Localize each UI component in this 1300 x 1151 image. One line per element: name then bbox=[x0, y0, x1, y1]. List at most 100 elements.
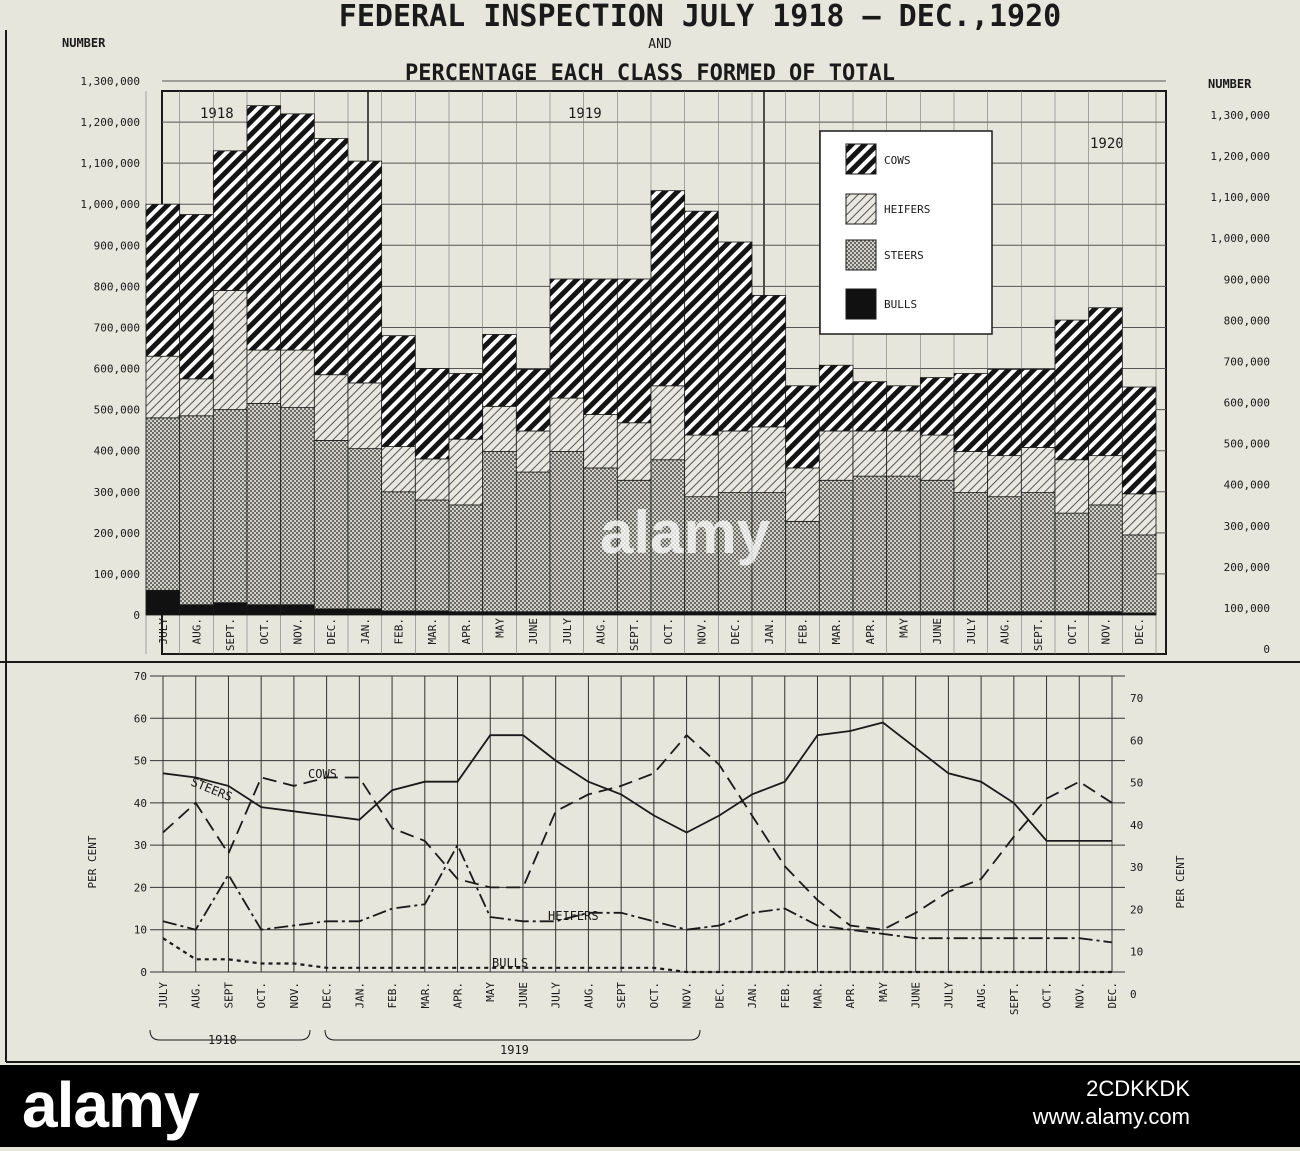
bottom-month-label: JULY bbox=[550, 982, 563, 1009]
legend-label-bulls: BULLS bbox=[884, 298, 917, 311]
watermark-strip bbox=[0, 1065, 1300, 1147]
chart-title-line2: PERCENTAGE EACH CLASS FORMED OF TOTAL bbox=[405, 61, 895, 86]
bar-cows bbox=[212, 150, 248, 291]
bar-bulls bbox=[785, 611, 820, 616]
pct-tick-label-left: 30 bbox=[134, 839, 147, 852]
bar-heifers bbox=[280, 349, 315, 408]
bar-cows bbox=[515, 368, 551, 432]
line-cows bbox=[162, 733, 1113, 931]
bottom-month-label: NOV. bbox=[288, 982, 301, 1009]
bar-cows bbox=[280, 113, 315, 351]
bar-steers bbox=[414, 499, 450, 612]
bar-steers bbox=[1088, 504, 1123, 613]
bottom-month-label: AUG. bbox=[975, 982, 988, 1009]
bar-steers bbox=[919, 479, 955, 613]
bar-steers bbox=[751, 492, 787, 613]
bar-heifers bbox=[987, 455, 1022, 498]
top-month-label: JULY bbox=[157, 618, 170, 645]
bottom-month-label: JUNE bbox=[910, 982, 923, 1009]
bar-bulls bbox=[179, 604, 214, 616]
left-tick-label: 400,000 bbox=[94, 445, 140, 458]
right-tick-label: 0 bbox=[1263, 643, 1270, 656]
bar-steers bbox=[886, 475, 921, 613]
line-label-cows: COWS bbox=[308, 767, 337, 781]
top-month-label: MAR. bbox=[426, 618, 439, 645]
bar-bulls bbox=[347, 608, 383, 616]
top-month-label: SEPT. bbox=[628, 618, 641, 651]
left-tick-label: 100,000 bbox=[94, 568, 140, 581]
top-month-label: FEB. bbox=[393, 618, 406, 645]
right-tick-label: 200,000 bbox=[1224, 561, 1270, 574]
bar-steers bbox=[482, 451, 517, 613]
bar-cows bbox=[886, 385, 921, 432]
bar-cows bbox=[246, 105, 282, 351]
bar-cows bbox=[818, 364, 854, 432]
bar-steers bbox=[987, 496, 1022, 613]
right-tick-label: 800,000 bbox=[1224, 314, 1270, 327]
year-label-1918: 1918 bbox=[200, 106, 234, 122]
bar-heifers bbox=[1121, 493, 1157, 536]
pct-axis-title-left: PER CENT bbox=[86, 835, 99, 888]
bar-bulls bbox=[482, 611, 517, 616]
watermark-logo: alamy bbox=[22, 1069, 199, 1141]
line-heifers bbox=[162, 843, 1113, 944]
bar-bulls bbox=[650, 611, 686, 616]
bar-heifers bbox=[953, 451, 989, 493]
bar-steers bbox=[1020, 492, 1056, 613]
bar-cows bbox=[583, 278, 618, 415]
bar-cows bbox=[616, 278, 652, 424]
bar-steers bbox=[583, 467, 618, 613]
pct-tick-label-left: 60 bbox=[134, 712, 147, 725]
top-month-label: APR. bbox=[864, 618, 877, 645]
right-tick-label: 900,000 bbox=[1224, 273, 1270, 286]
bar-steers bbox=[684, 496, 719, 613]
bar-bulls bbox=[751, 611, 787, 616]
pct-tick-label-left: 40 bbox=[134, 797, 147, 810]
bar-cows bbox=[751, 295, 787, 428]
bar-heifers bbox=[482, 405, 517, 452]
bar-steers bbox=[717, 492, 753, 613]
top-month-label: OCT. bbox=[1066, 618, 1079, 645]
bar-cows bbox=[549, 278, 585, 399]
left-tick-label: 600,000 bbox=[94, 363, 140, 376]
bottom-month-label: DEC. bbox=[713, 982, 726, 1009]
top-month-label: JULY bbox=[561, 618, 574, 645]
bar-heifers bbox=[616, 422, 652, 481]
left-tick-label: 0 bbox=[133, 609, 140, 622]
right-tick-label: 1,000,000 bbox=[1210, 232, 1270, 245]
line-steers bbox=[162, 721, 1112, 842]
bar-heifers bbox=[347, 382, 383, 450]
bar-heifers bbox=[212, 290, 248, 411]
line-bulls bbox=[162, 937, 1112, 974]
line-label-heifers: HEIFERS bbox=[548, 909, 599, 923]
bar-cows bbox=[852, 381, 888, 432]
bottom-month-label: JULY bbox=[942, 982, 955, 1009]
bar-bulls bbox=[616, 611, 652, 616]
left-tick-label: 200,000 bbox=[94, 527, 140, 540]
bar-bulls bbox=[684, 611, 719, 616]
bar-heifers bbox=[785, 467, 820, 522]
bottom-month-label: MAR. bbox=[811, 982, 824, 1009]
top-month-label: JUNE bbox=[527, 618, 540, 645]
left-tick-label: 1,300,000 bbox=[80, 75, 140, 88]
chart-title-and: AND bbox=[648, 37, 672, 52]
bar-cows bbox=[919, 377, 955, 436]
bar-bulls bbox=[818, 611, 854, 616]
top-month-label: APR. bbox=[460, 618, 473, 645]
bar-bulls bbox=[717, 611, 753, 616]
bar-heifers bbox=[751, 426, 787, 493]
left-tick-label: 1,100,000 bbox=[80, 157, 140, 170]
bottom-year-label-1918: 1918 bbox=[208, 1033, 237, 1047]
bar-cows bbox=[482, 334, 517, 407]
bar-heifers bbox=[717, 430, 753, 493]
bar-steers bbox=[818, 479, 854, 613]
bar-bulls bbox=[381, 610, 416, 616]
left-tick-label: 700,000 bbox=[94, 321, 140, 334]
right-tick-label: 600,000 bbox=[1224, 397, 1270, 410]
bottom-month-label: MAY bbox=[484, 982, 497, 1002]
top-month-label: OCT. bbox=[258, 618, 271, 645]
watermark-url: www.alamy.com bbox=[1032, 1104, 1190, 1129]
line-label-bulls: BULLS bbox=[492, 956, 528, 970]
